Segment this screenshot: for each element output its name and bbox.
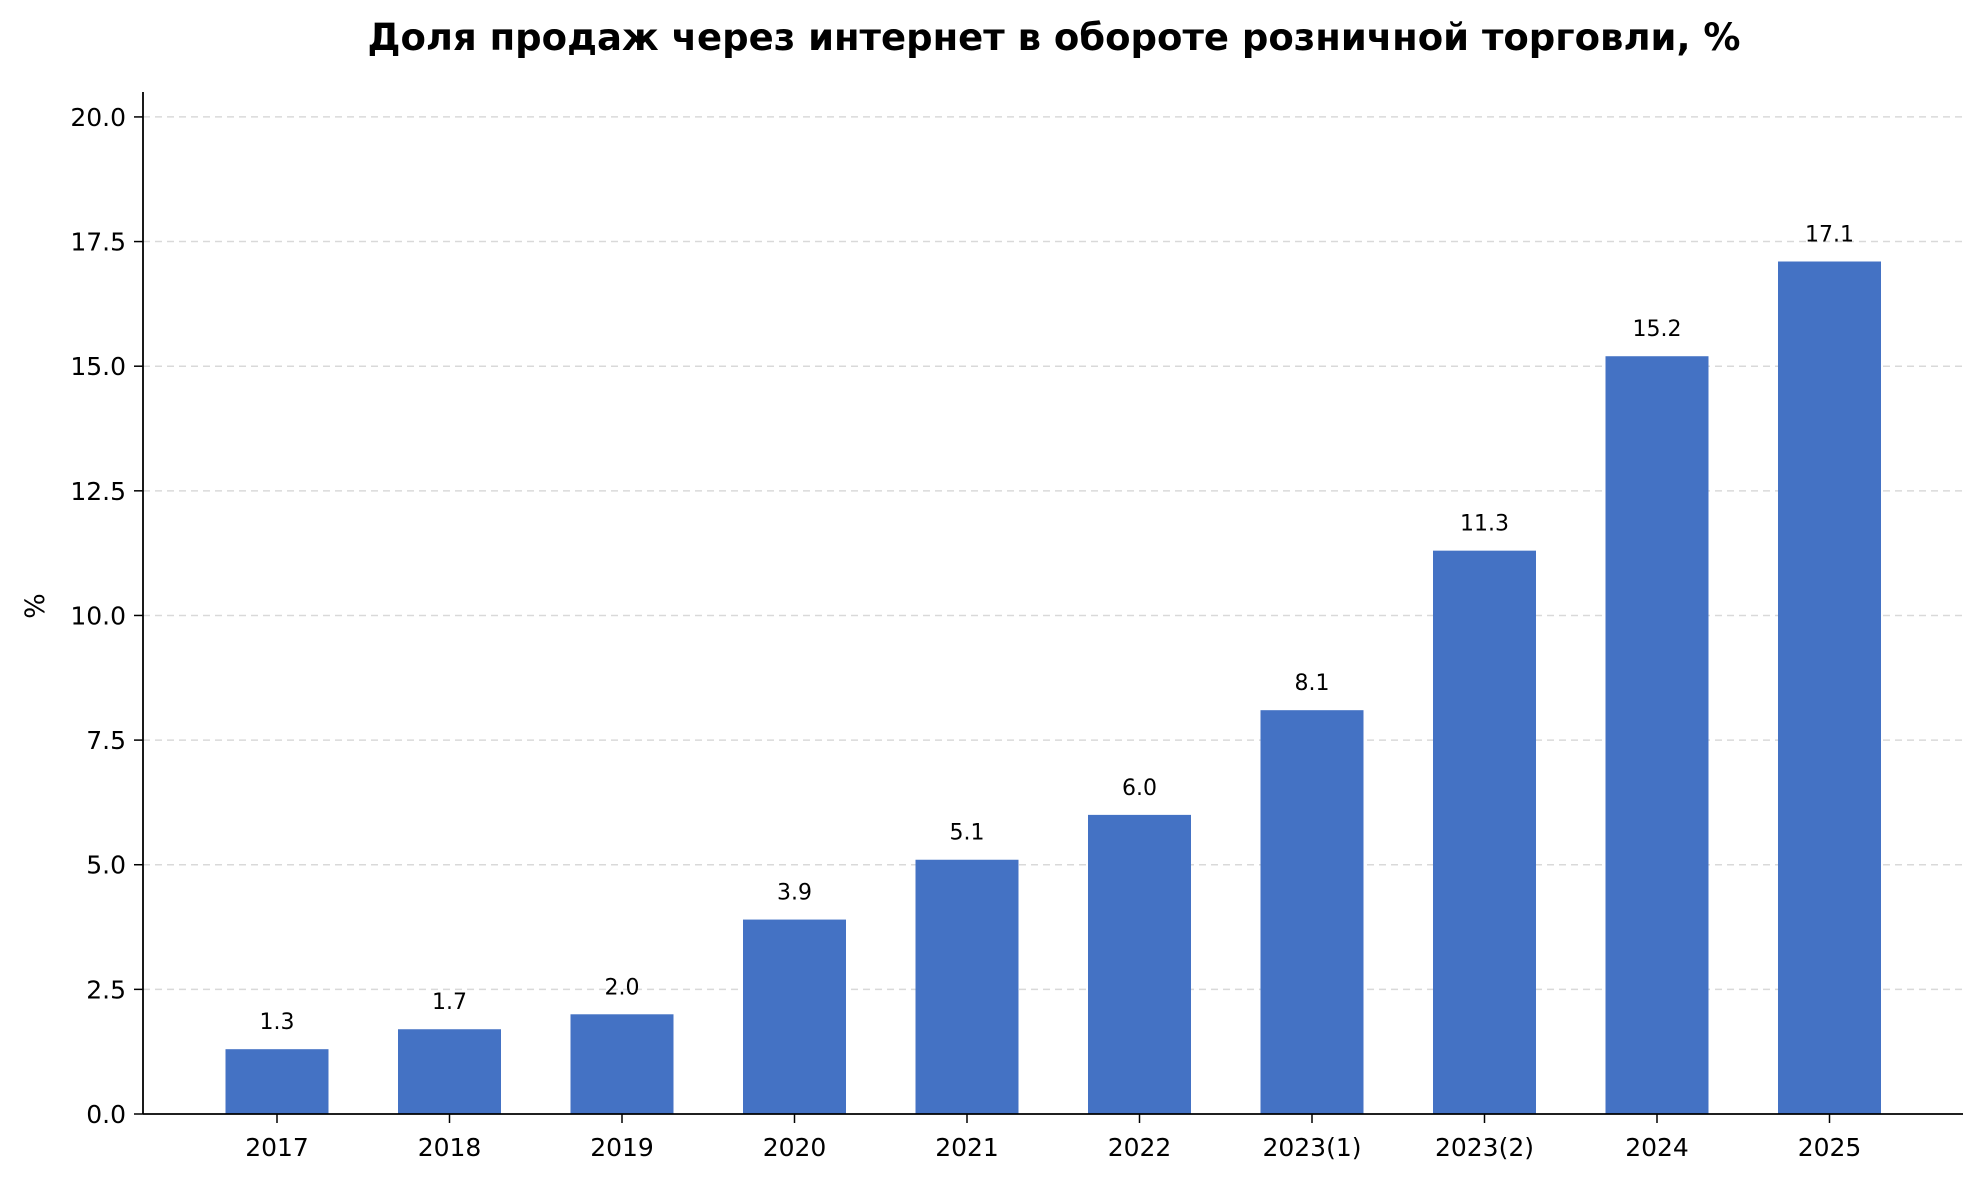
- data-label: 1.3: [260, 1010, 295, 1035]
- x-tick-label: 2024: [1625, 1133, 1689, 1162]
- y-tick-label: 5.0: [86, 851, 126, 880]
- y-axis-label: %: [20, 593, 51, 619]
- axes: [142, 92, 1963, 1115]
- y-tick-label: 10.0: [70, 601, 126, 630]
- bar-2017: [225, 1049, 329, 1114]
- chart-title: Доля продаж через интернет в обороте роз…: [367, 16, 1740, 59]
- x-tick-label: 2022: [1108, 1133, 1172, 1162]
- data-label: 3.9: [777, 881, 812, 906]
- data-label: 1.7: [432, 990, 467, 1015]
- x-tick-label: 2018: [418, 1133, 482, 1162]
- y-tick-label: 17.5: [70, 228, 126, 257]
- data-label: 6.0: [1122, 776, 1157, 801]
- bar-2023(2): [1433, 550, 1536, 1114]
- data-label: 15.2: [1633, 317, 1682, 342]
- x-tick-label: 2021: [935, 1133, 999, 1162]
- y-tick-label: 0.0: [86, 1100, 126, 1129]
- bar-2020: [743, 919, 846, 1114]
- data-label: 11.3: [1460, 512, 1509, 537]
- y-ticks: 0.0 2.5 5.0 7.5 10.0 12.5 15.0 17.5 20.0: [70, 103, 143, 1129]
- bar-2022: [1088, 814, 1191, 1114]
- bar-2023(1): [1260, 710, 1364, 1114]
- x-tick-label: 2023(2): [1435, 1133, 1534, 1162]
- y-tick-label: 20.0: [70, 103, 126, 132]
- x-tick-label: 2023(1): [1262, 1133, 1361, 1162]
- data-label: 17.1: [1805, 223, 1854, 248]
- y-tick-label: 2.5: [86, 975, 126, 1004]
- y-tick-label: 7.5: [86, 726, 126, 755]
- bars: [225, 261, 1881, 1115]
- y-tick-label: 15.0: [70, 352, 126, 381]
- x-tick-label: 2017: [245, 1133, 309, 1162]
- x-ticks: 2017 2018 2019 2020 2021 2022 2023(1) 2023(2) 20…: [245, 1114, 1861, 1162]
- data-label: 2.0: [605, 975, 640, 1000]
- x-tick-label: 2020: [763, 1133, 827, 1162]
- data-label: 8.1: [1295, 671, 1330, 696]
- y-tick-label: 12.5: [70, 477, 126, 506]
- bar-2018: [398, 1029, 501, 1114]
- x-tick-label: 2019: [590, 1133, 654, 1162]
- bar-2024: [1605, 356, 1709, 1115]
- data-labels: 1.3 1.7 2.0 3.9 5.1 6.0 8.1 11.3 15.2 17.1: [260, 223, 1854, 1036]
- bar-2025: [1778, 261, 1881, 1114]
- x-tick-label: 2025: [1798, 1133, 1862, 1162]
- bar-2021: [915, 859, 1019, 1114]
- data-label: 5.1: [950, 821, 985, 846]
- bar-2019: [570, 1014, 674, 1114]
